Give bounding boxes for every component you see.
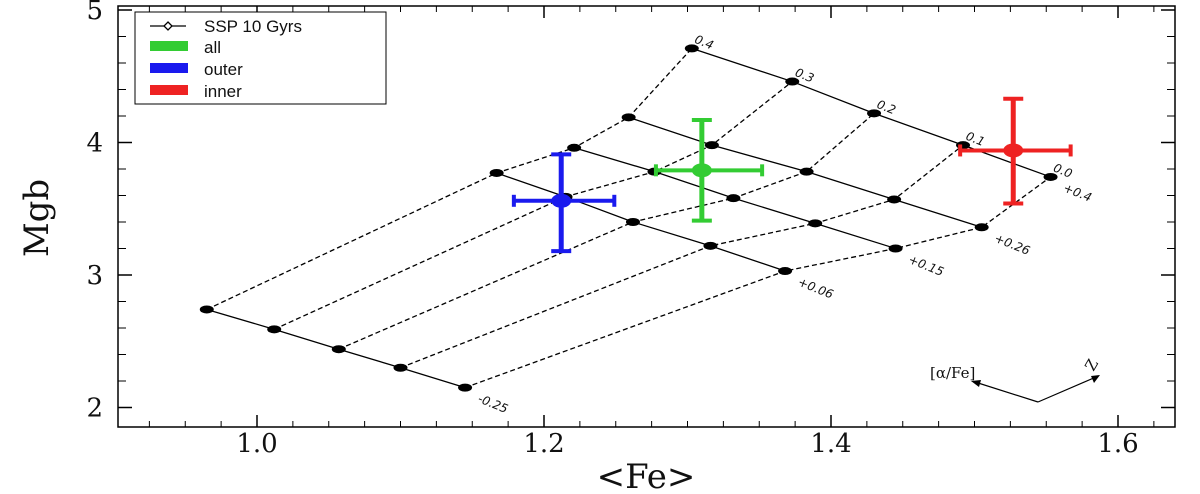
ssp-grid-point [974, 223, 989, 232]
data-point-all [653, 117, 765, 223]
ssp-alpha-line [464, 176, 1051, 389]
ssp-grid-point [867, 109, 882, 118]
x-axis-title: <Fe> [597, 457, 696, 494]
ssp-grid-point [331, 345, 346, 354]
legend-label-outer: outer [204, 60, 243, 79]
ssp-grid-point [799, 167, 814, 176]
ssp-alpha-label: 0.0 [1051, 161, 1074, 181]
legend-label-ssp: SSP 10 Gyrs [204, 17, 302, 36]
y-tick-label: 5 [86, 0, 103, 26]
ssp-grid-point [888, 244, 903, 253]
data-point-outer [511, 152, 617, 254]
ssp-grid-point [393, 363, 408, 372]
x-tick-label: 1.0 [236, 429, 277, 459]
ssp-alpha-label: 0.2 [875, 97, 898, 117]
ssp-grid-point [625, 218, 640, 226]
legend-item-all: all [150, 38, 221, 57]
data-marker [551, 193, 572, 208]
ssp-grid-point [267, 325, 282, 334]
ssp-grid-point [704, 141, 719, 150]
legend-label-all: all [204, 38, 221, 57]
data-marker [691, 163, 712, 178]
ssp-grid-point [703, 241, 718, 250]
legend-swatch-outer [150, 63, 188, 73]
plot-frame [117, 5, 1176, 428]
ssp-grid-point [489, 168, 504, 177]
ssp-z-label: +0.26 [993, 231, 1033, 258]
legend: SSP 10 Gyrs all outer inner [134, 11, 387, 105]
x-tick-label: 1.4 [810, 429, 851, 459]
y-tick-label: 2 [86, 394, 103, 424]
legend-label-inner: inner [204, 82, 242, 101]
ssp-z-label: +0.06 [796, 275, 836, 302]
ssp-z-label: +0.15 [906, 252, 945, 279]
ssp-z-label: -0.25 [476, 391, 510, 416]
ssp-grid-point [1043, 172, 1058, 181]
ssp-grid-point [567, 143, 582, 152]
ssp-grid-point [778, 267, 793, 276]
z-arrow [1037, 376, 1097, 403]
y-axis-title: Mgb [17, 179, 57, 257]
legend-item-ssp: SSP 10 Gyrs [150, 17, 302, 36]
ssp-alpha-line [338, 112, 875, 350]
z-label: Z [1081, 356, 1102, 374]
ssp-grid-point [458, 383, 473, 392]
ssp-alpha-label: 0.4 [693, 32, 716, 52]
ssp-grid-point [808, 219, 823, 228]
ssp-alpha-line [273, 81, 793, 330]
axes: 1.0 1.2 1.4 1.6 2 3 4 5 [86, 0, 1175, 459]
ssp-metallicity-line [496, 172, 786, 272]
legend-item-inner: inner [150, 82, 242, 101]
ssp-grid-point [684, 44, 699, 53]
alpha-fe-label: [α/Fe] [930, 364, 975, 382]
ssp-alpha-label: 0.1 [964, 129, 987, 149]
alpha-fe-arrowhead [971, 380, 981, 387]
ssp-grid-point [199, 305, 214, 314]
ssp-grid-point [887, 195, 902, 204]
ssp-grid-point [726, 194, 741, 203]
y-tick-label: 4 [86, 129, 103, 159]
z-arrowhead [1091, 375, 1100, 383]
alpha-fe-arrow [974, 381, 1039, 403]
legend-item-outer: outer [150, 60, 243, 79]
x-tick-label: 1.2 [523, 429, 564, 459]
data-marker [1003, 143, 1024, 158]
x-tick-label: 1.6 [1097, 429, 1138, 459]
ssp-z-label: +0.4 [1061, 181, 1093, 205]
ssp-grid-point [621, 113, 636, 122]
legend-swatch-inner [150, 85, 188, 95]
ssp-alpha-label: 0.3 [793, 65, 816, 85]
data-points [511, 96, 1073, 254]
direction-annotation: [α/Fe] Z [930, 356, 1102, 403]
legend-swatch-all [150, 41, 188, 51]
y-tick-label: 3 [86, 261, 103, 291]
data-point-inner [958, 96, 1073, 206]
ssp-grid-point [785, 77, 800, 86]
